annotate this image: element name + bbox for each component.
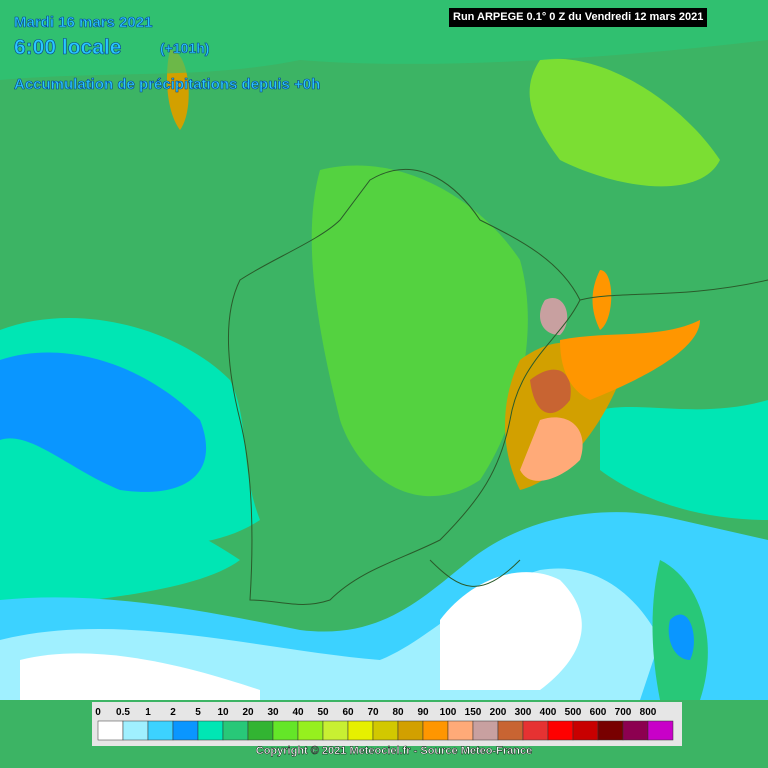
legend-label: 30 <box>267 707 279 718</box>
legend-swatch <box>322 720 349 741</box>
legend-swatch <box>347 720 374 741</box>
legend-label: 400 <box>540 707 557 718</box>
legend-swatch <box>122 720 149 741</box>
legend-label: 700 <box>615 707 632 718</box>
legend-label: 200 <box>490 707 507 718</box>
legend-swatch <box>472 720 499 741</box>
legend: 0 0.5 1 2 5 10 20 30 40 50 60 70 80 90 100 150 200 300 400… <box>95 707 674 741</box>
date-title: Mardi 16 mars 2021 <box>14 14 152 31</box>
legend-swatch <box>597 720 624 741</box>
legend-swatch <box>147 720 174 741</box>
legend-label: 100 <box>440 707 457 718</box>
time-title: 6:00 locale <box>14 36 121 59</box>
run-info: Run ARPEGE 0.1° 0 Z du Vendredi 12 mars … <box>449 8 707 27</box>
legend-swatch <box>247 720 274 741</box>
borders <box>228 168 768 605</box>
legend-swatch <box>497 720 524 741</box>
copyright: Copyright © 2021 Meteociel.fr - Source M… <box>256 745 532 757</box>
legend-label: 5 <box>195 707 201 718</box>
legend-label: 50 <box>317 707 329 718</box>
legend-label: 60 <box>342 707 354 718</box>
legend-label: 800 <box>640 707 657 718</box>
lead-time: (+101h) <box>160 40 209 56</box>
legend-label: 20 <box>242 707 254 718</box>
legend-swatch <box>197 720 224 741</box>
legend-label: 80 <box>392 707 404 718</box>
legend-swatch <box>422 720 449 741</box>
legend-label: 10 <box>217 707 229 718</box>
legend-label: 600 <box>590 707 607 718</box>
legend-swatch <box>622 720 649 741</box>
legend-swatch <box>447 720 474 741</box>
legend-label: 2 <box>170 707 176 718</box>
legend-label: 70 <box>367 707 379 718</box>
legend-label: 500 <box>565 707 582 718</box>
legend-label: 40 <box>292 707 304 718</box>
legend-swatch <box>397 720 424 741</box>
legend-label: 1 <box>145 707 151 718</box>
legend-label: 90 <box>417 707 429 718</box>
legend-swatch <box>172 720 199 741</box>
legend-swatch <box>647 720 674 741</box>
legend-swatch <box>97 720 124 741</box>
legend-swatch <box>297 720 324 741</box>
legend-swatch <box>372 720 399 741</box>
legend-label: 0.5 <box>116 707 130 718</box>
legend-label: 300 <box>515 707 532 718</box>
legend-swatch <box>522 720 549 741</box>
legend-swatch <box>572 720 599 741</box>
legend-swatch <box>547 720 574 741</box>
legend-label: 150 <box>465 707 482 718</box>
legend-swatch <box>222 720 249 741</box>
product-title: Accumulation de précipitations depuis +0… <box>14 76 320 93</box>
legend-label: 0 <box>95 707 101 718</box>
legend-swatch <box>272 720 299 741</box>
